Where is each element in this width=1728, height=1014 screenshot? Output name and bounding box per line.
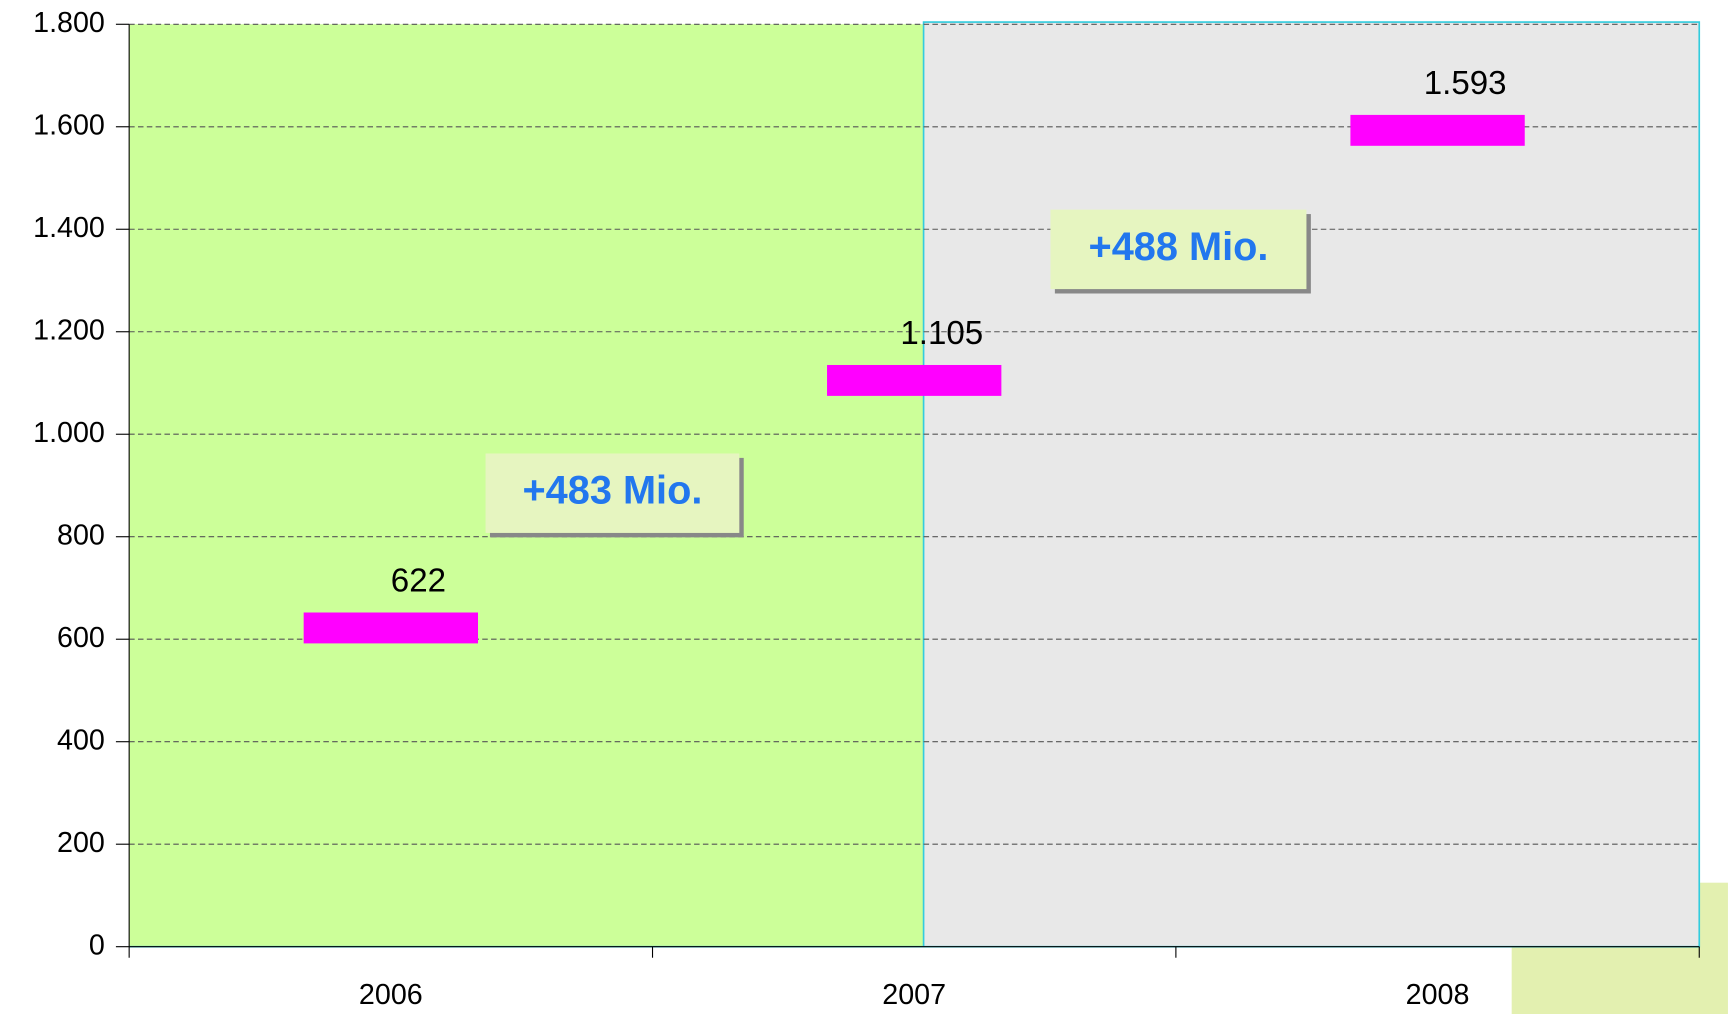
annotation-box xyxy=(1050,209,1307,290)
value-label: 1.105 xyxy=(900,315,983,352)
y-tick-label: 1.400 xyxy=(33,212,105,244)
bar xyxy=(1350,114,1525,146)
x-tick-label: 2006 xyxy=(359,979,423,1011)
x-tick-label: 2008 xyxy=(1406,979,1470,1011)
x-tick-label: 2007 xyxy=(882,979,946,1011)
y-tick-label: 1.600 xyxy=(33,109,105,141)
value-label: 622 xyxy=(391,562,446,599)
bar xyxy=(303,612,479,644)
y-tick-label: 200 xyxy=(57,827,105,859)
y-tick-label: 1.800 xyxy=(33,7,105,39)
y-tick-label: 400 xyxy=(57,724,105,756)
annotation-box xyxy=(485,453,740,533)
y-tick-label: 1.200 xyxy=(33,314,105,346)
y-tick-label: 0 xyxy=(89,929,105,961)
grid xyxy=(115,23,1700,958)
y-tick-label: 600 xyxy=(57,622,105,654)
value-label: 1.593 xyxy=(1424,65,1507,102)
gray-region xyxy=(922,21,1701,948)
bar xyxy=(827,364,1002,396)
y-tick-label: 800 xyxy=(57,519,105,551)
annotation: +483 Mio. xyxy=(522,469,702,513)
marks xyxy=(303,114,1525,644)
annotation: +488 Mio. xyxy=(1089,225,1269,269)
y-tick-label: 1.000 xyxy=(33,417,105,449)
